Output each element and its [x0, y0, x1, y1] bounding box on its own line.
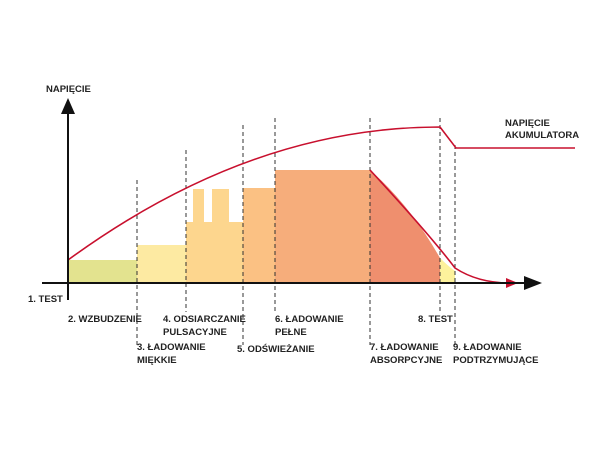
- battery-label: NAPIĘCIE: [505, 118, 550, 129]
- stage-label: 6. ŁADOWANIE: [275, 314, 344, 325]
- stage-label: PEŁNE: [275, 327, 307, 338]
- stage-label: 9. ŁADOWANIE: [453, 342, 522, 353]
- stage-areas: [68, 170, 455, 283]
- current-curve: [369, 169, 511, 284]
- stage-label: PODTRZYMUJĄCE: [453, 355, 539, 366]
- stage-label: 4. ODSIARCZANIE: [163, 314, 246, 325]
- stage-8-area: [440, 258, 455, 283]
- stage-4-area: [186, 189, 243, 283]
- stage-label: PULSACYJNE: [163, 327, 227, 338]
- stage-label: 1. TEST: [28, 294, 63, 305]
- stage-label: 7. ŁADOWANIE: [370, 342, 439, 353]
- y-axis-label: NAPIĘCIE: [46, 84, 91, 95]
- stage-label: 8. TEST: [418, 314, 453, 325]
- stage-label: 2. WZBUDZENIE: [68, 314, 142, 325]
- stage-dividers: [136, 118, 456, 345]
- stage-5-area: [243, 188, 275, 283]
- stage-label: 3. ŁADOWANIE: [137, 342, 206, 353]
- stage-label: 5. ODŚWIEŻANIE: [237, 343, 315, 355]
- stage-label: ABSORPCYJNE: [370, 355, 442, 366]
- x-axis-arrow: [524, 276, 542, 290]
- stage-label: MIĘKKIE: [137, 355, 177, 366]
- stage-3-area: [137, 245, 186, 283]
- stage-7-area: [370, 170, 440, 283]
- y-axis-arrow: [61, 98, 75, 114]
- battery-label: AKUMULATORA: [505, 130, 579, 141]
- stage-6-area: [275, 170, 370, 283]
- stage-2-area: [68, 260, 137, 283]
- voltage-curve: [67, 126, 575, 261]
